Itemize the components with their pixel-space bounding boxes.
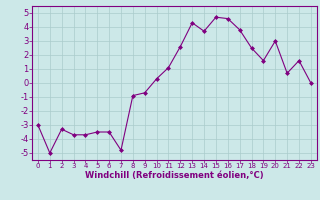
X-axis label: Windchill (Refroidissement éolien,°C): Windchill (Refroidissement éolien,°C) [85, 171, 264, 180]
